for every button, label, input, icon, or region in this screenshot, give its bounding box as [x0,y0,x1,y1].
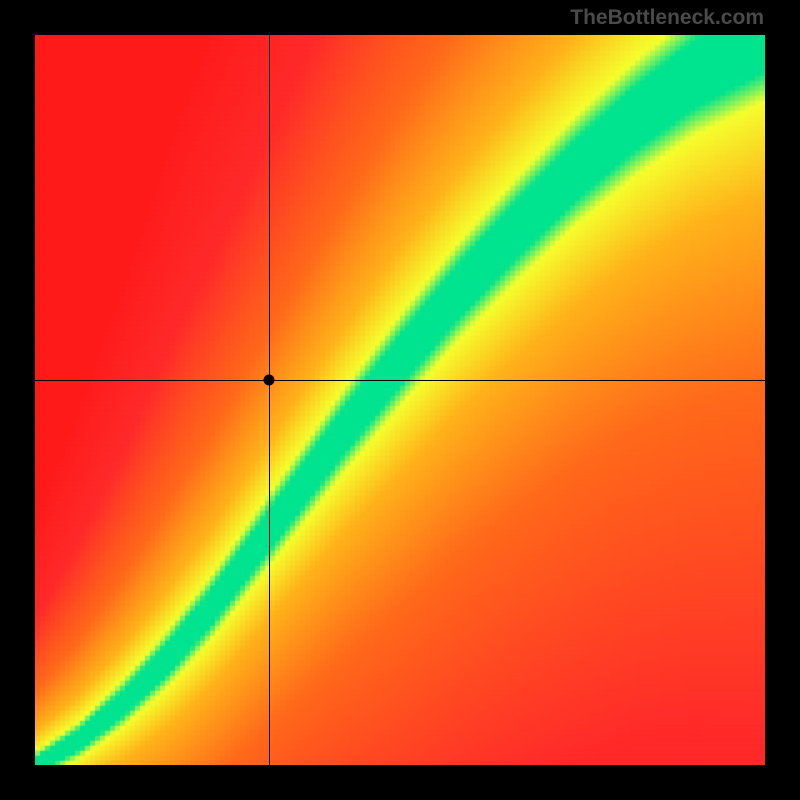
plot-area [35,35,765,765]
data-point-marker [263,374,274,385]
heatmap-canvas [35,35,765,765]
crosshair-horizontal [35,380,765,381]
watermark-text: TheBottleneck.com [570,6,764,30]
crosshair-vertical [269,35,270,765]
